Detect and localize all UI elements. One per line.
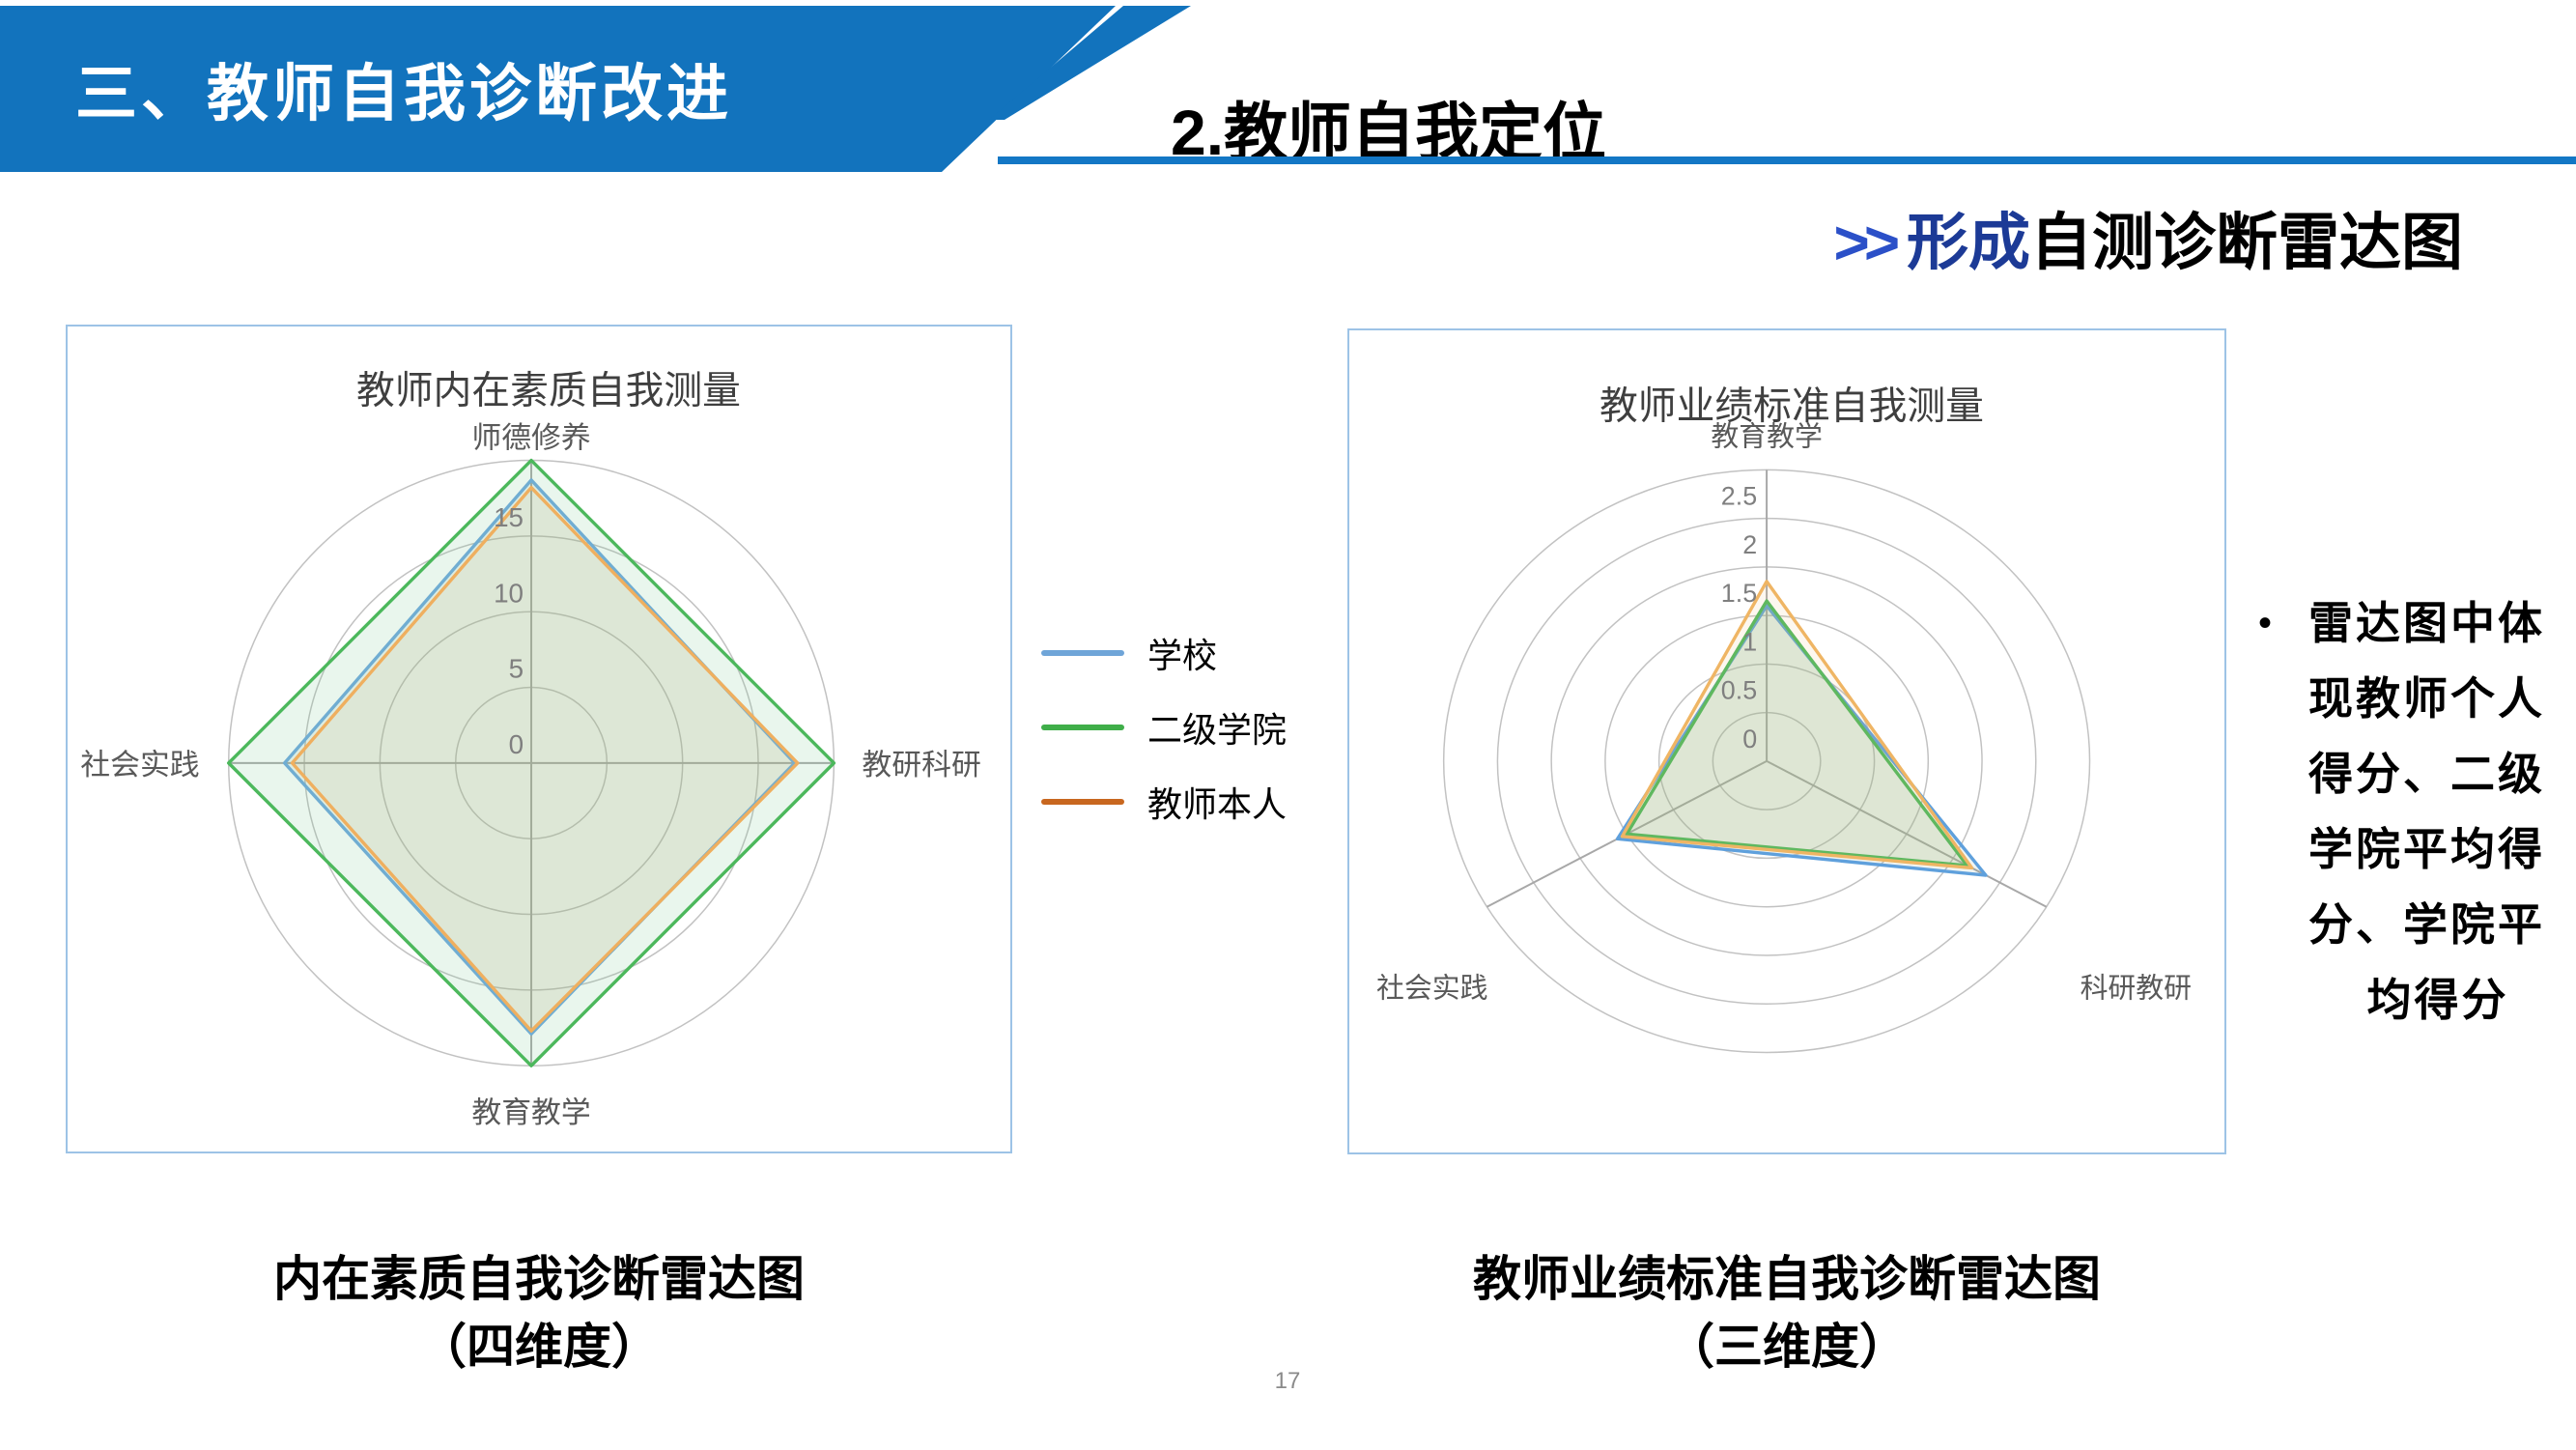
side-note-line: 雷达图中体 bbox=[2308, 598, 2545, 648]
side-note-line: 现教师个人 bbox=[2308, 673, 2545, 724]
caption-line: 教师业绩标准自我诊断雷达图 bbox=[1473, 1252, 2101, 1306]
banner-shape bbox=[0, 6, 1116, 172]
svg-text:社会实践: 社会实践 bbox=[1376, 974, 1487, 1005]
side-note-line: 学院平均得 bbox=[2308, 824, 2545, 874]
svg-text:1: 1 bbox=[1742, 627, 1757, 656]
chevrons-icon: >> bbox=[1832, 208, 1899, 277]
side-note-line: 分、学院平 bbox=[2308, 899, 2545, 950]
svg-text:0: 0 bbox=[509, 729, 524, 759]
svg-text:教师业绩标准自我测量: 教师业绩标准自我测量 bbox=[1599, 385, 1984, 428]
right-chart-caption: 教师业绩标准自我诊断雷达图 （三维度） bbox=[1347, 1248, 2226, 1378]
section-underline bbox=[998, 156, 2576, 164]
svg-text:1.5: 1.5 bbox=[1721, 579, 1757, 608]
legend-line-swatch bbox=[1041, 725, 1124, 730]
subtitle: >> 形成自测诊断雷达图 bbox=[1391, 193, 2463, 282]
svg-text:教育教学: 教育教学 bbox=[1711, 421, 1822, 452]
legend-label: 学校 bbox=[1147, 636, 1218, 675]
caption-line: （四维度） bbox=[418, 1320, 660, 1374]
legend-item-college: 二级学院 bbox=[1041, 702, 1287, 753]
legend-label: 教师本人 bbox=[1147, 784, 1288, 824]
svg-text:0.5: 0.5 bbox=[1721, 676, 1757, 705]
svg-text:社会实践: 社会实践 bbox=[80, 748, 199, 782]
legend-label: 二级学院 bbox=[1147, 710, 1288, 750]
side-note-line: 得分、二级 bbox=[2308, 749, 2545, 799]
side-note: • 雷达图中体 现教师个人 得分、二级 学院平均得 分、学院平 均得分 bbox=[2258, 585, 2567, 1038]
caption-line: 内在素质自我诊断雷达图 bbox=[273, 1252, 805, 1306]
right-chart-panel: 0 0.5 1 1.5 2 2.5 教育教学科研教研 社会实践 教师业绩标准自我测量 bbox=[1347, 328, 2226, 1154]
side-note-line: 均得分 bbox=[2366, 975, 2509, 1025]
svg-text:科研教研: 科研教研 bbox=[2081, 974, 2192, 1005]
legend-item-teacher: 教师本人 bbox=[1041, 777, 1287, 827]
svg-text:10: 10 bbox=[494, 578, 524, 608]
svg-text:教育教学: 教育教学 bbox=[471, 1095, 590, 1129]
banner-title: 三、教师自我诊断改进 bbox=[75, 59, 732, 128]
svg-text:2: 2 bbox=[1742, 530, 1757, 559]
side-note-text: 雷达图中体 现教师个人 得分、二级 学院平均得 分、学院平 均得分 bbox=[2308, 585, 2567, 1038]
svg-text:教研科研: 教研科研 bbox=[862, 748, 980, 782]
left-chart-panel: 0 5 10 15 师德修养教研科研教育教学 社会实践 教师内在素质自我测量 bbox=[66, 325, 1012, 1153]
subtitle-blue-text: 形成 bbox=[1907, 208, 2030, 277]
chart-legend: 学校 二级学院 教师本人 bbox=[1041, 628, 1287, 851]
svg-text:5: 5 bbox=[509, 654, 524, 684]
page-number: 17 bbox=[1274, 1368, 1301, 1394]
svg-text:15: 15 bbox=[494, 502, 524, 532]
svg-text:师德修养: 师德修养 bbox=[471, 420, 590, 454]
svg-text:0: 0 bbox=[1742, 725, 1757, 753]
subtitle-black-text: 自测诊断雷达图 bbox=[2030, 208, 2463, 277]
legend-line-swatch bbox=[1041, 650, 1124, 656]
svg-text:教师内在素质自我测量: 教师内在素质自我测量 bbox=[356, 370, 741, 412]
section-title: 2.教师自我定位 bbox=[1171, 97, 1607, 168]
bullet-dot: • bbox=[2258, 602, 2273, 644]
legend-item-school: 学校 bbox=[1041, 628, 1287, 678]
header-banner: 三、教师自我诊断改进 bbox=[0, 6, 1256, 172]
caption-line: （三维度） bbox=[1666, 1320, 1908, 1374]
svg-text:2.5: 2.5 bbox=[1721, 482, 1757, 511]
legend-line-swatch bbox=[1041, 799, 1124, 805]
left-chart-caption: 内在素质自我诊断雷达图 （四维度） bbox=[66, 1248, 1012, 1378]
